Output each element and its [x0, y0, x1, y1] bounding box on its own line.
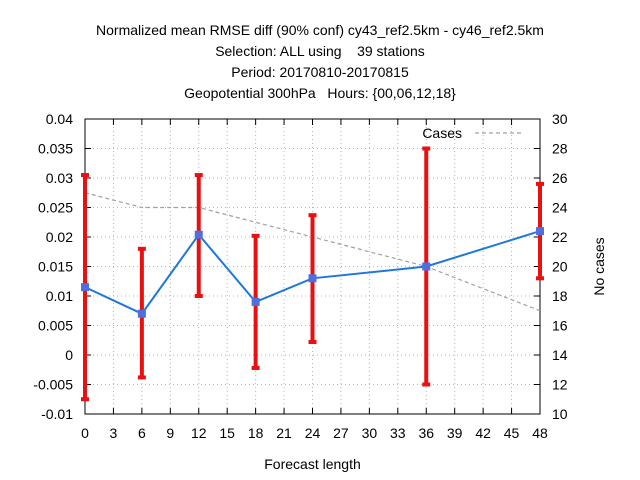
mean-data-point	[194, 230, 203, 239]
mean-data-point	[137, 309, 146, 318]
y-tick-label: -0.01	[41, 406, 73, 422]
y-tick-label: 0.015	[38, 259, 73, 275]
x-tick-label: 6	[138, 425, 146, 441]
x-tick-label: 12	[191, 425, 207, 441]
mean-data-point	[251, 297, 260, 306]
x-tick-label: 21	[276, 425, 292, 441]
x-tick-label: 0	[81, 425, 89, 441]
mean-data-point	[81, 283, 89, 292]
y-tick-label: 0.035	[38, 141, 73, 157]
mean-data-point	[308, 274, 317, 283]
x-tick-label: 42	[475, 425, 491, 441]
mean-data-point	[422, 262, 431, 271]
x-tick-label: 30	[362, 425, 378, 441]
y2-tick-label: 14	[552, 347, 568, 363]
x-tick-label: 27	[333, 425, 349, 441]
y2-tick-label: 28	[552, 141, 568, 157]
y-tick-label: 0.02	[46, 229, 73, 245]
x-tick-label: 39	[447, 425, 463, 441]
mean-data-point	[536, 227, 544, 236]
legend-label-cases: Cases	[422, 125, 462, 141]
title-line-1: Normalized mean RMSE diff (90% conf) cy4…	[96, 22, 544, 38]
y2-tick-label: 30	[552, 111, 568, 127]
y-tick-label: 0.03	[46, 170, 73, 186]
y2-axis-label: No cases	[591, 237, 607, 295]
title-line-2: Selection: ALL using 39 stations	[215, 43, 425, 59]
y-tick-label: 0.005	[38, 318, 73, 334]
y-tick-label: -0.005	[33, 377, 73, 393]
y2-tick-label: 16	[552, 318, 568, 334]
x-tick-label: 15	[219, 425, 235, 441]
x-tick-label: 33	[390, 425, 406, 441]
series-layer	[81, 146, 544, 402]
y2-tick-label: 26	[552, 170, 568, 186]
title-line-3: Period: 20170810-20170815	[231, 64, 409, 80]
chart-title: Normalized mean RMSE diff (90% conf) cy4…	[0, 20, 640, 104]
legend: Cases	[422, 125, 522, 141]
x-tick-label: 48	[532, 425, 548, 441]
y2-tick-label: 18	[552, 288, 568, 304]
x-tick-label: 45	[504, 425, 520, 441]
y-tick-label: 0.01	[46, 288, 73, 304]
x-tick-label: 24	[305, 425, 321, 441]
y2-tick-label: 24	[552, 200, 568, 216]
tick-labels: 0 3 6 9 12 15 18 21 24 27 30 33 36 39 42 45 48-0.01-0.00…	[33, 111, 567, 441]
x-tick-label: 3	[110, 425, 118, 441]
x-tick-label: 36	[418, 425, 434, 441]
y2-tick-label: 22	[552, 229, 568, 245]
y2-tick-label: 10	[552, 406, 568, 422]
y2-tick-label: 20	[552, 259, 568, 275]
y-tick-label: 0.04	[46, 111, 73, 127]
title-line-4: Geopotential 300hPa Hours: {00,06,12,18}	[184, 85, 456, 101]
x-axis-label: Forecast length	[264, 456, 361, 472]
y2-tick-label: 12	[552, 377, 568, 393]
y-tick-label: 0	[65, 347, 73, 363]
y-tick-label: 0.025	[38, 200, 73, 216]
x-tick-label: 9	[166, 425, 174, 441]
x-tick-label: 18	[248, 425, 264, 441]
